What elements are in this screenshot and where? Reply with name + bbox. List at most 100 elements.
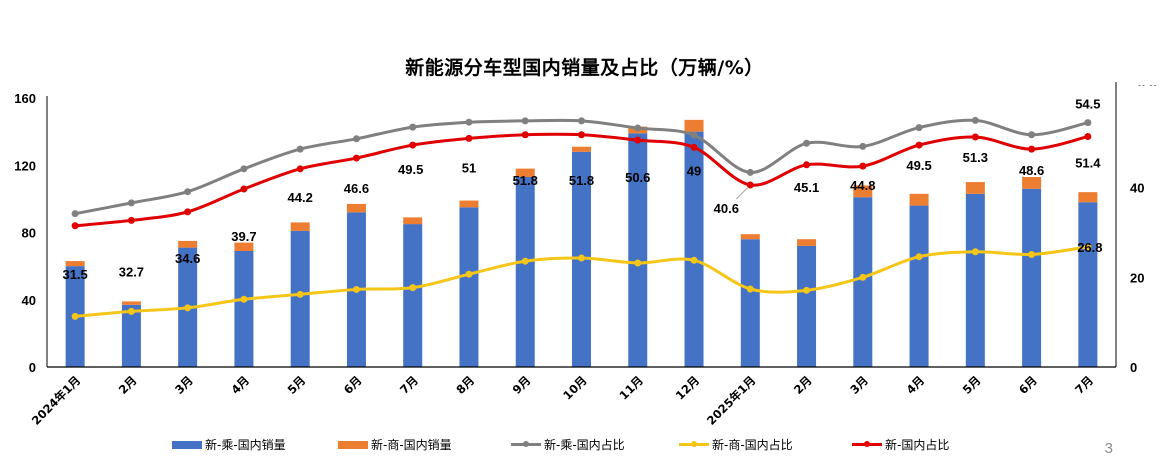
point-total-share	[915, 141, 923, 149]
point-total-share	[521, 131, 529, 139]
point-commercial-share	[184, 304, 192, 312]
legend-label: 新-乘-国内占比	[544, 438, 625, 452]
line-layer	[71, 116, 1092, 320]
bar-commercial-sales	[797, 239, 817, 246]
x-tick-label: 2月	[116, 373, 140, 397]
x-tick-label: 3月	[172, 373, 196, 397]
data-label-total-share: 51	[462, 160, 476, 175]
data-label-total-share: 40.6	[714, 201, 739, 216]
point-total-share	[803, 161, 811, 169]
point-total-share	[859, 162, 867, 170]
x-tick-label: 7月	[1072, 373, 1096, 397]
point-commercial-share	[352, 285, 360, 293]
y-left-tick-label: 80	[22, 226, 36, 241]
point-passenger-share	[352, 135, 360, 143]
point-passenger-share	[521, 117, 529, 125]
point-passenger-share	[578, 117, 585, 125]
point-passenger-share	[746, 168, 754, 176]
bar-layer	[65, 119, 1098, 367]
chart-title: 新能源分车型国内销量及占比（万辆/%）	[405, 57, 764, 79]
point-total-share	[578, 131, 585, 139]
point-passenger-share	[184, 188, 192, 196]
point-passenger-share	[127, 199, 135, 207]
point-commercial-share	[240, 295, 248, 303]
point-commercial-share	[690, 256, 698, 264]
data-label-total-share: 51.4	[1075, 156, 1101, 171]
legend-label: 新-乘-国内销量	[205, 438, 286, 452]
point-commercial-share	[971, 248, 979, 256]
bar-commercial-sales	[346, 203, 366, 213]
x-tick-label: 3月	[847, 373, 871, 397]
point-commercial-share	[634, 259, 642, 267]
page-number: 3	[1104, 440, 1113, 457]
point-total-share	[409, 141, 417, 149]
x-tick-label: 5月	[285, 373, 309, 397]
point-commercial-share	[296, 290, 304, 298]
bar-passenger-sales	[459, 207, 479, 367]
bar-commercial-sales	[234, 242, 254, 251]
point-commercial-share	[803, 286, 811, 294]
bar-passenger-sales	[684, 131, 704, 367]
x-tick-label: 9月	[510, 373, 534, 397]
bar-commercial-sales	[965, 182, 985, 194]
point-total-share	[296, 165, 304, 173]
bar-commercial-sales	[403, 217, 423, 225]
data-label-layer: 31.5 32.7 34.6 39.7 44.2 46.6 49.5 51 51.8 51.8 50…	[62, 97, 1102, 282]
bar-commercial-sales	[1078, 192, 1098, 203]
point-total-share	[127, 216, 135, 224]
legend-item-commercial-share: 新-商-国内占比	[679, 436, 793, 453]
x-tick-label: 5月	[960, 373, 984, 397]
x-tick-label: 10月	[560, 373, 589, 402]
point-passenger-share	[1028, 131, 1036, 139]
right-axis-title-mark: -- --	[1138, 80, 1158, 90]
legend-label: 新-商-国内销量	[371, 438, 452, 452]
point-total-share	[465, 134, 473, 142]
y-right-tick-label: 40	[1130, 181, 1144, 196]
data-label-total-share: 34.6	[175, 251, 200, 266]
data-label-total-share: 49	[687, 163, 701, 178]
point-passenger-share	[859, 142, 867, 150]
data-label-total-share: 50.6	[625, 170, 650, 185]
bar-passenger-sales	[121, 304, 141, 367]
y-right-tick-label: 0	[1130, 360, 1137, 375]
data-label-commercial-share: 26.8	[1077, 240, 1102, 255]
point-total-share	[352, 154, 360, 162]
point-commercial-share	[465, 270, 473, 278]
bar-commercial-sales	[740, 234, 760, 240]
bar-commercial-sales	[853, 185, 873, 198]
x-tick-label: 2月	[791, 373, 815, 397]
data-label-total-share: 44.8	[850, 178, 875, 193]
bar-passenger-sales	[1022, 188, 1042, 367]
bar-passenger-sales	[515, 177, 535, 367]
point-passenger-share	[803, 139, 811, 147]
point-total-share	[971, 133, 979, 141]
data-label-total-share: 45.1	[794, 180, 819, 195]
point-commercial-share	[746, 285, 754, 293]
point-commercial-share	[1084, 243, 1092, 251]
bar-commercial-sales	[684, 119, 704, 132]
point-passenger-share	[465, 118, 473, 126]
bar-passenger-sales	[740, 239, 760, 367]
y-left-tick-label: 0	[29, 360, 36, 375]
x-tick-label: 8月	[453, 373, 477, 397]
bar-commercial-sales	[65, 261, 85, 267]
x-tick-label: 12月	[673, 373, 702, 402]
x-tick-label: 4月	[228, 373, 252, 397]
x-tick-label: 6月	[341, 373, 365, 397]
point-passenger-share	[634, 124, 642, 132]
bar-passenger-sales	[909, 205, 929, 367]
data-label-total-share: 48.6	[1019, 163, 1044, 178]
point-passenger-share	[71, 210, 79, 218]
point-total-share	[746, 181, 754, 189]
data-label-total-share: 51.3	[963, 150, 988, 165]
x-tick-label: 2024年1月	[29, 373, 83, 427]
bar-commercial-sales	[459, 200, 479, 208]
bar-commercial-sales	[178, 240, 198, 248]
data-label-passenger-share: 54.5	[1075, 97, 1100, 112]
x-tick-label: 4月	[904, 373, 928, 397]
legend-swatch-orange	[338, 440, 368, 449]
legend-swatch-blue	[172, 440, 202, 449]
point-passenger-share	[409, 123, 417, 131]
legend-line-red	[852, 441, 882, 447]
